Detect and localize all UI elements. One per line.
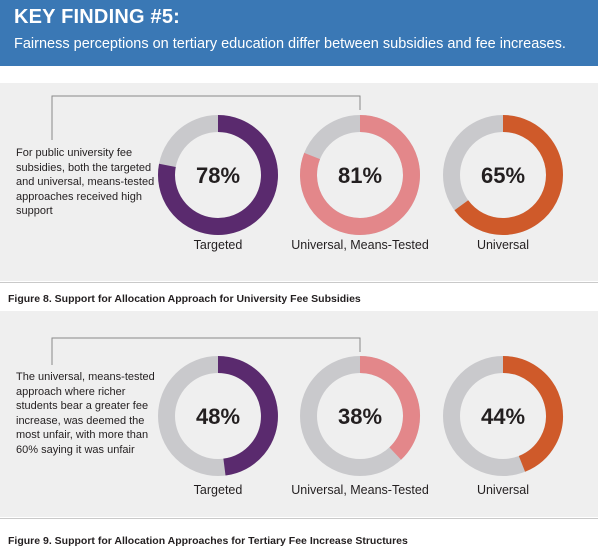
donut-category-label: Universal, Means-Tested [291, 238, 429, 252]
figure-8-caption: Figure 8. Support for Allocation Approac… [8, 293, 361, 305]
donut-segment-targeted [158, 115, 278, 235]
divider [0, 282, 598, 283]
divider [0, 518, 598, 519]
donut-category-label: Targeted [194, 238, 243, 252]
donut-category-label: Universal [477, 238, 529, 252]
donut-value-label: 44% [481, 404, 525, 429]
bracket-connector [51, 95, 361, 140]
page-subtitle: Fairness perceptions on tertiary educati… [14, 36, 566, 52]
donut-category-label: Universal, Means-Tested [291, 483, 429, 497]
figure-9-panel [0, 311, 598, 517]
bracket-connector [51, 337, 361, 365]
donut-segment-universal-means-tested [300, 115, 420, 235]
donut-segment-universal-means-tested [359, 356, 420, 460]
figure-9-note: The universal, means-tested approach whe… [16, 371, 155, 456]
donut-category-label: Targeted [194, 483, 243, 497]
donut-segment-targeted [217, 356, 278, 476]
page-title: KEY FINDING #5: [14, 6, 180, 28]
donut-value-label: 38% [338, 404, 382, 429]
header-banner: KEY FINDING #5: Fairness perceptions on … [0, 0, 598, 66]
donut-value-label: 48% [196, 404, 240, 429]
donut-segment-universal [502, 356, 563, 472]
donut-segment-universal [454, 115, 563, 235]
donut-category-label: Universal [477, 483, 529, 497]
donut-value-label: 65% [481, 163, 525, 188]
figure-9-caption: Figure 9. Support for Allocation Approac… [8, 535, 408, 547]
donut-value-label: 81% [338, 163, 382, 188]
figure-8-note: For public university fee subsidies, bot… [16, 147, 155, 217]
donut-value-label: 78% [196, 163, 240, 188]
